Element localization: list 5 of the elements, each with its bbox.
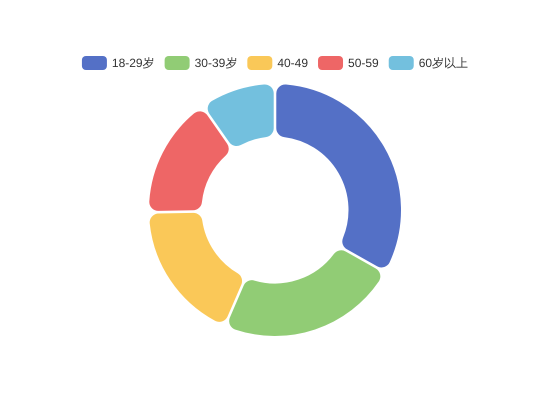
legend-label: 30-39岁	[194, 56, 238, 70]
legend-label: 18-29岁	[112, 56, 155, 70]
legend-label: 50-59	[348, 56, 380, 70]
legend-label: 40-49	[277, 56, 308, 70]
legend-label: 60岁以上	[418, 56, 468, 70]
